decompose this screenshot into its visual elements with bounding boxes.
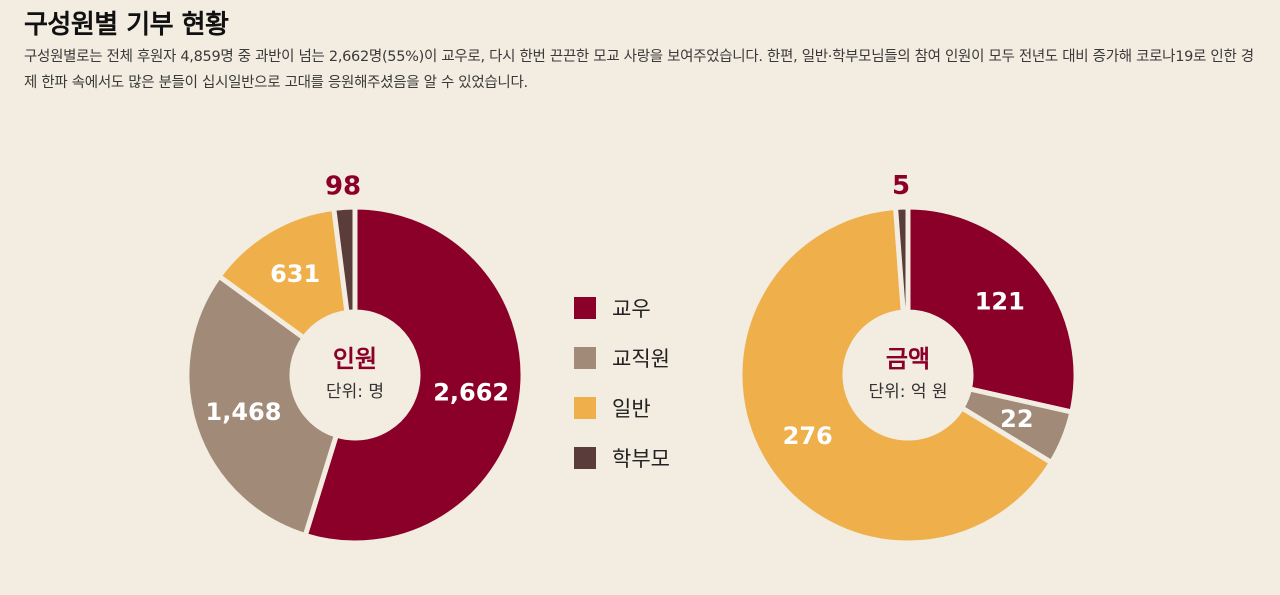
people-label-alumni: 2,662 [433,379,509,407]
legend-item-parents: 학부모 [574,433,670,483]
people-slice-parents [331,204,358,316]
legend-item-alumni: 교우 [574,283,670,333]
legend-item-staff: 교직원 [574,333,670,383]
legend-label-parents: 학부모 [612,447,670,471]
legend: 교우 교직원 일반 학부모 [574,283,670,483]
legend-item-general: 일반 [574,383,670,433]
legend-label-general: 일반 [612,397,651,421]
people-center-title: 인원 [333,345,377,373]
amount-slice-alumni [905,204,1079,415]
people-slice-alumni [302,204,526,546]
amount-label-general: 276 [783,422,833,450]
legend-label-staff: 교직원 [612,347,670,371]
people-center-unit: 단위: 명 [326,382,384,402]
amount-label-alumni: 121 [975,288,1025,316]
page-description: 구성원별로는 전체 후원자 4,859명 중 과반이 넘는 2,662명(55%… [24,49,1254,91]
page-title: 구성원별 기부 현황 [24,10,229,40]
amount-center-unit: 단위: 억 원 [868,382,947,402]
amount-slice-parents [893,204,911,315]
people-slice-staff [184,273,339,538]
people-slice-general [216,205,350,341]
legend-swatch-alumni [574,297,596,319]
amount-slice-general [737,204,1054,546]
amount-label-staff: 22 [1000,405,1033,433]
people-label-general: 631 [270,260,320,288]
amount-label-parents: 5 [892,171,910,201]
people-label-parents: 98 [325,171,361,201]
legend-label-alumni: 교우 [612,297,651,321]
legend-swatch-general [574,397,596,419]
legend-swatch-staff [574,347,596,369]
people-label-staff: 1,468 [206,398,282,426]
amount-center-title: 금액 [886,345,930,373]
legend-swatch-parents [574,447,596,469]
